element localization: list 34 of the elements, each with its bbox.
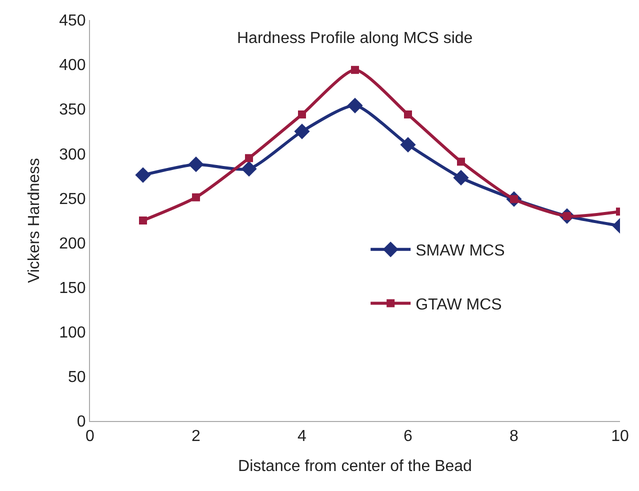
legend-label: GTAW MCS	[416, 296, 502, 314]
point	[404, 110, 412, 118]
x-tick-label: 10	[611, 428, 629, 446]
y-axis-title: Vickers Hardness	[26, 158, 43, 284]
point	[400, 136, 416, 153]
y-tick-label: 350	[59, 102, 86, 119]
point	[294, 124, 310, 140]
point	[457, 158, 465, 166]
x-tick-label: 4	[298, 428, 307, 446]
point	[192, 193, 200, 202]
y-tick-label: 450	[59, 12, 86, 30]
point	[298, 110, 306, 118]
x-tick-label: 2	[192, 428, 201, 446]
point	[245, 154, 253, 162]
point	[135, 167, 151, 183]
y-tick-label: 150	[59, 280, 86, 297]
y-tick-label: 250	[59, 190, 86, 208]
x-tick-label: 6	[404, 428, 413, 446]
y-tick-label: 50	[68, 369, 86, 386]
y-tick-label: 200	[59, 235, 86, 252]
point	[347, 98, 363, 114]
point	[351, 66, 359, 74]
y-tick-label: 0	[76, 414, 86, 431]
x-tick-label: 8	[510, 428, 519, 446]
text: Hardness Profile along MCS side	[237, 30, 473, 47]
y-tick-label: 100	[59, 324, 86, 342]
y-tick-label: 400	[59, 57, 86, 74]
point	[241, 161, 257, 177]
point	[453, 170, 469, 186]
y-tick-label: 300	[59, 146, 86, 164]
x-axis-title: Distance from center of the Bead	[238, 458, 472, 475]
point	[188, 156, 204, 172]
point	[139, 216, 147, 224]
legend-label: SMAW MCS	[416, 242, 505, 260]
